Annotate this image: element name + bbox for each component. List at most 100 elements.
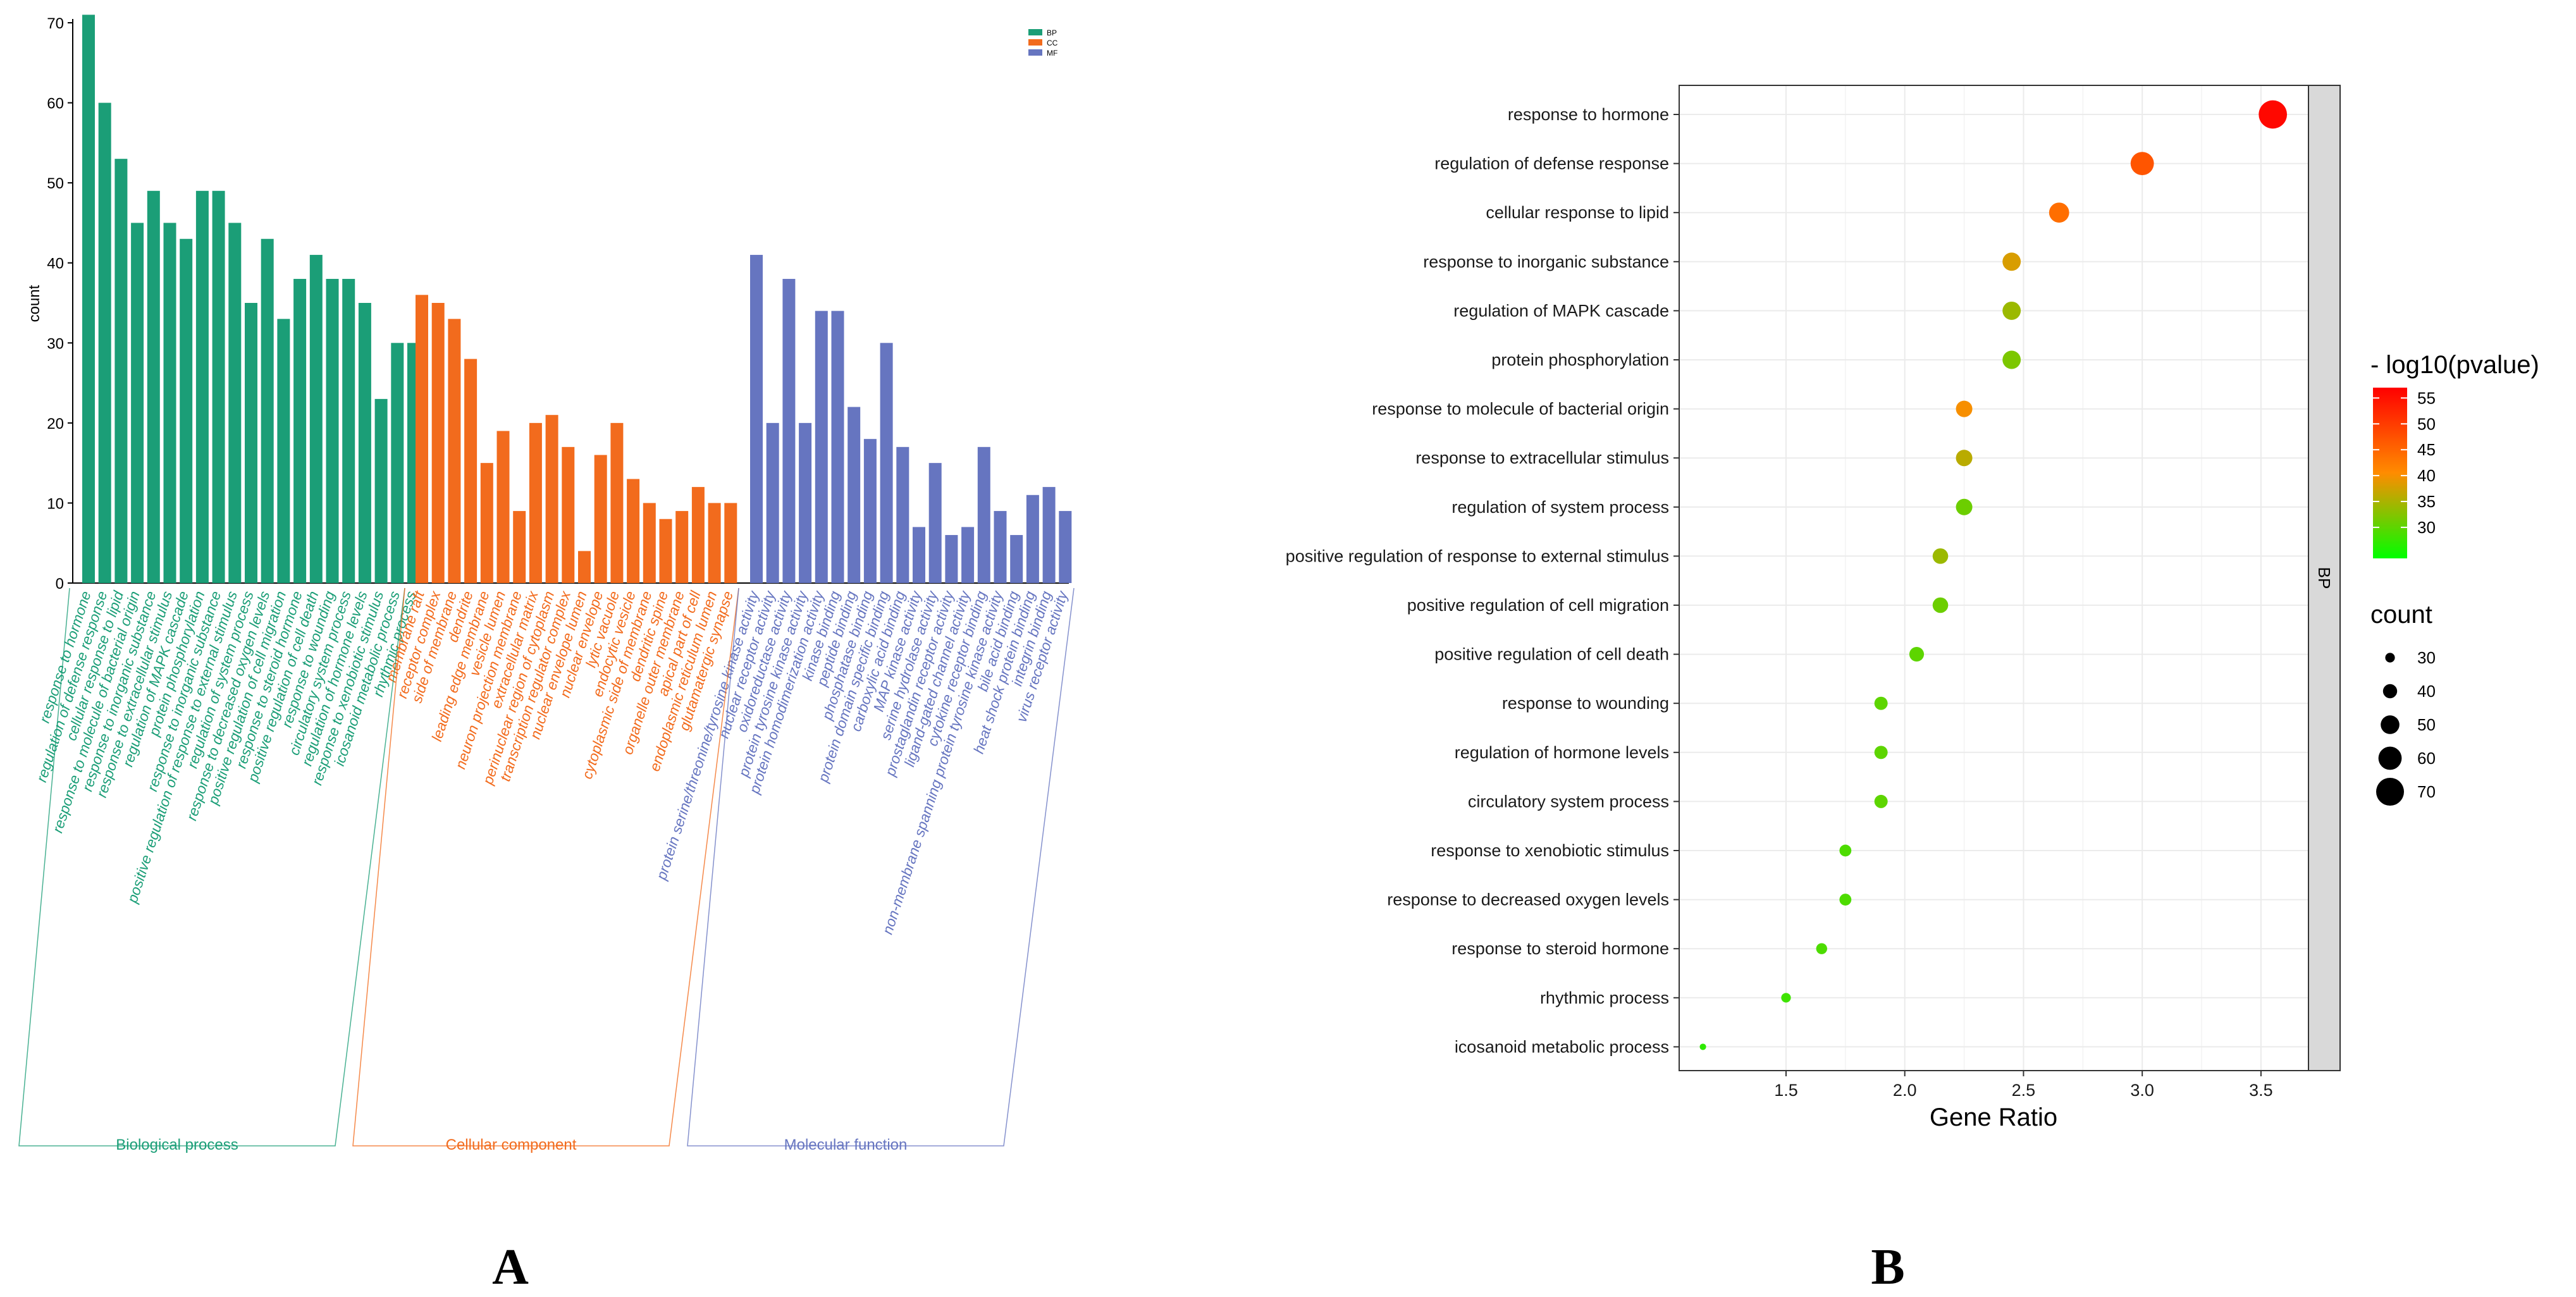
y-tick-label: response to decreased oxygen levels	[1387, 890, 1669, 909]
y-tick-label: 20	[47, 415, 64, 433]
y-tick-label: 30	[47, 335, 64, 352]
x-axis: 1.5 2.0 2.5 3.0 3.5	[1774, 1071, 2273, 1100]
bar-bp	[98, 102, 111, 584]
point	[1956, 400, 1973, 417]
bar-cc	[496, 431, 510, 583]
point	[1909, 647, 1925, 662]
point	[2259, 100, 2288, 129]
bar-cc	[480, 463, 493, 583]
bar-bp	[342, 279, 355, 583]
bar-cc	[594, 455, 607, 583]
y-tick-label: response to steroid hormone	[1451, 939, 1669, 958]
bracket-label-mf: Molecular function	[784, 1136, 908, 1153]
point	[1781, 993, 1791, 1003]
bar-bp	[245, 303, 257, 583]
bar-cc	[627, 479, 640, 583]
bar-bp	[212, 190, 225, 583]
y-tick-label: circulatory system process	[1468, 792, 1669, 811]
legend-label-cc: CC	[1047, 39, 1058, 47]
bar-cc	[464, 359, 478, 583]
x-tick-label: 3.5	[2249, 1081, 2273, 1100]
bar-bp	[326, 279, 339, 583]
y-tick-label: regulation of MAPK cascade	[1453, 301, 1669, 320]
bar-mf	[847, 407, 861, 583]
point	[1839, 894, 1852, 906]
bar-cc	[431, 303, 445, 583]
bar-bp	[163, 223, 176, 583]
bracket-cc	[352, 587, 739, 1146]
bar-bp	[277, 319, 290, 583]
bar-cc	[545, 415, 558, 583]
y-tick-label: positive regulation of cell migration	[1407, 596, 1669, 615]
grid	[1679, 85, 2308, 1071]
bar-mf	[1042, 487, 1056, 583]
y-tick-label: 0	[56, 575, 64, 593]
size-legend-label: 40	[2417, 682, 2436, 701]
point	[1956, 450, 1973, 467]
bar-mf	[799, 422, 812, 583]
panel-a-bar-chart: 0 10 20 30 40 50 60 70 response to hormoneregul…	[18, 15, 1075, 1295]
bar-cc	[708, 503, 721, 583]
bar-cc	[578, 551, 591, 583]
bar-cc	[659, 519, 672, 583]
bar-cc	[448, 319, 461, 583]
y-tick-label: positive regulation of cell death	[1434, 645, 1669, 664]
bar-mf	[782, 279, 796, 583]
bar-mf	[831, 310, 844, 583]
y-tick-label: response to inorganic substance	[1423, 252, 1669, 271]
bar-bp	[261, 238, 274, 583]
bar-mf	[863, 439, 877, 583]
y-tick-label: response to molecule of bacterial origin	[1372, 400, 1669, 419]
y-tick-label: regulation of system process	[1451, 498, 1669, 517]
legend-swatch-mf	[1028, 49, 1042, 56]
bracket-mf	[687, 587, 1075, 1146]
bar-bp	[147, 190, 160, 583]
bracket-label-cc: Cellular component	[446, 1136, 577, 1153]
x-tick-label: 3.0	[2130, 1081, 2154, 1100]
bar-bp	[195, 190, 209, 583]
panel-label-b: B	[1871, 1239, 1904, 1295]
point	[1816, 943, 1827, 954]
facet-strip-label: BP	[2315, 567, 2334, 589]
color-legend-tick-label: 30	[2417, 518, 2436, 537]
size-legend-label: 50	[2417, 715, 2436, 734]
legend-label-mf: MF	[1047, 49, 1057, 58]
bar-bp	[293, 279, 307, 583]
bar-mf	[994, 511, 1007, 583]
point	[2002, 301, 2021, 320]
facet-strip	[2308, 85, 2341, 1071]
x-axis-label: Gene Ratio	[1930, 1103, 2057, 1131]
point	[1956, 498, 1973, 515]
point	[1932, 548, 1949, 564]
bar-bp	[358, 303, 371, 583]
bar-bp	[391, 343, 404, 583]
color-legend-tick-label: 50	[2417, 414, 2436, 433]
bar-bp	[228, 223, 242, 583]
bar-mf	[880, 343, 893, 583]
bar-cc	[562, 446, 575, 583]
y-tick-label: 10	[47, 495, 64, 512]
bar-mf	[815, 310, 828, 583]
legend-swatch-cc	[1028, 39, 1042, 46]
panel-b-dot-plot: response to hormone regulation of defense…	[1286, 85, 2539, 1295]
bracket-label-bp: Biological process	[116, 1136, 238, 1153]
size-legend-label: 30	[2417, 648, 2436, 667]
point	[1699, 1043, 1706, 1050]
color-legend-tick-label: 40	[2417, 466, 2436, 485]
bar-mf	[1059, 511, 1072, 583]
point	[1839, 844, 1852, 857]
bar-bp	[374, 398, 388, 583]
size-legend-dot	[2382, 684, 2398, 699]
point	[2130, 152, 2154, 175]
color-legend-tick-label: 45	[2417, 440, 2436, 459]
y-tick-label: response to wounding	[1502, 694, 1669, 713]
bar-cc	[610, 422, 624, 583]
bar-cc	[675, 511, 689, 583]
bar-bp	[131, 223, 144, 583]
bar-cc	[643, 503, 656, 583]
bar-mf	[977, 446, 990, 583]
y-tick-label: rhythmic process	[1540, 988, 1669, 1007]
legend: BP CC MF	[1028, 28, 1058, 58]
bar-cc	[691, 487, 705, 583]
